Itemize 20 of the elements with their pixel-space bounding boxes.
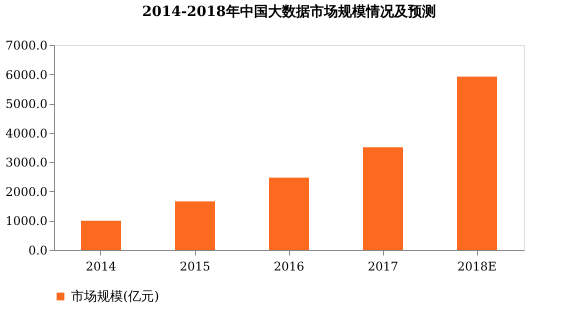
chart-title: 2014-2018年中国大数据市场规模情况及预测 — [142, 3, 436, 20]
x-tick-label: 2018E — [457, 260, 497, 274]
bar — [363, 147, 403, 250]
bar — [81, 220, 121, 250]
bar — [175, 201, 215, 250]
y-tick-label: 2000.0 — [6, 184, 48, 199]
x-tick-label: 2015 — [180, 260, 210, 274]
x-tick-label: 2014 — [86, 260, 117, 274]
y-tick-label: 7000.0 — [6, 38, 48, 52]
bar — [457, 76, 497, 250]
y-tick-label: 6000.0 — [6, 68, 48, 82]
x-tick-label: 2016 — [274, 260, 304, 274]
y-tick-label: 4000.0 — [6, 126, 48, 140]
y-tick-label: 3000.0 — [6, 156, 48, 170]
y-tick-label: 0.0 — [28, 244, 48, 258]
x-tick-label: 2017 — [368, 260, 398, 274]
legend-label: 市场规模(亿元) — [71, 290, 160, 304]
y-tick-label: 5000.0 — [6, 97, 48, 112]
y-tick-label: 1000.0 — [6, 214, 48, 228]
bar — [269, 178, 309, 250]
